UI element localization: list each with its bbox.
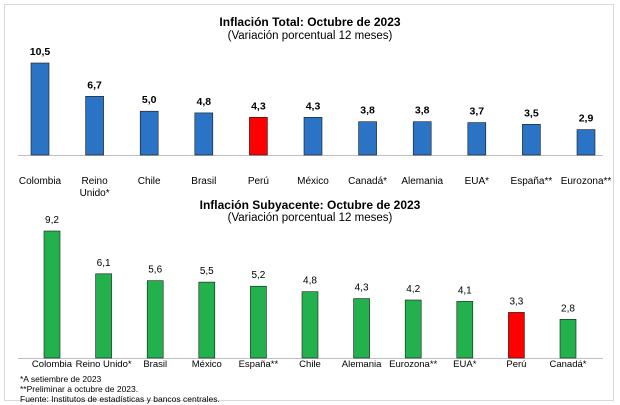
c1-category-label-6: México <box>297 176 329 187</box>
c1-value-label-3: 5,0 <box>142 94 157 106</box>
c2-value-label-2: 6,1 <box>97 258 111 269</box>
c1-category-label-7: Canadá* <box>348 176 387 187</box>
c1-category-label-8: Alemania <box>401 176 443 187</box>
c2-bar-10 <box>508 312 525 359</box>
chart-1-subtitle: (Variación porcentual 12 meses) <box>227 30 393 42</box>
c2-bar-7 <box>353 298 370 359</box>
c1-value-label-6: 4,3 <box>306 100 321 112</box>
c1-bar-4 <box>194 112 214 156</box>
c2-value-label-8: 4,2 <box>406 284 420 295</box>
chart-2-subtitle: (Variación porcentual 12 meses) <box>227 212 393 224</box>
c1-bar-5 <box>249 117 268 156</box>
c1-bar-6 <box>303 117 323 156</box>
c2-category-label-5: España** <box>239 359 279 370</box>
c2-value-label-4: 5,5 <box>200 266 214 277</box>
c2-category-label-7: Alemania <box>342 359 382 370</box>
c2-category-label-4: México <box>192 359 222 370</box>
c1-value-label-2: 6,7 <box>87 79 102 91</box>
c2-value-label-10: 3,3 <box>509 296 523 307</box>
c1-value-label-10: 3,5 <box>524 107 539 119</box>
c1-value-label-11: 2,9 <box>579 113 594 125</box>
c2-category-label-3: Brasil <box>143 359 167 370</box>
chart-2-title: Inflación Subyacente: Octubre de 2023 <box>199 198 421 212</box>
c2-bar-11 <box>559 318 577 359</box>
c1-bar-11 <box>576 129 596 156</box>
c2-value-label-3: 5,6 <box>148 265 162 276</box>
c1-value-label-8: 3,8 <box>415 105 430 117</box>
c2-category-label-6: Chile <box>299 359 321 370</box>
c1-value-label-7: 3,8 <box>360 105 375 117</box>
c2-value-label-9: 4,1 <box>458 285 472 296</box>
c2-bar-5 <box>250 285 267 359</box>
c1-category-label-2-line-2: Unido* <box>80 188 110 199</box>
c2-category-label-10: Perú <box>506 359 526 370</box>
c1-category-label-9: EUA* <box>465 176 490 187</box>
c2-bar-9 <box>456 301 474 359</box>
c1-category-label-5: Perú <box>248 176 269 187</box>
c1-category-label-3: Chile <box>138 176 161 187</box>
c1-bar-8 <box>412 121 432 156</box>
c2-bar-2 <box>95 273 112 359</box>
c2-value-label-6: 4,8 <box>303 276 317 287</box>
c2-bar-6 <box>301 291 319 359</box>
c2-bar-4 <box>198 281 216 359</box>
footnote-1: *A setiembre de 2023 <box>20 374 102 384</box>
c2-bar-8 <box>404 299 422 359</box>
c1-bar-2 <box>85 96 104 156</box>
footnote-2: **Preliminar a octubre de 2023. <box>20 384 139 394</box>
chart-1-title: Inflación Total: Octubre de 2023 <box>219 15 401 29</box>
c2-value-label-5: 5,2 <box>251 270 265 281</box>
chart-2-core-inflation: 9,2 Colombia 6,1 Reino Unido* 5,6 Brasil 5,5 Mé… <box>18 215 603 370</box>
c1-bar-7 <box>358 121 377 156</box>
c2-bar-3 <box>146 280 164 359</box>
c2-category-label-2: Reino Unido* <box>76 359 132 370</box>
c2-category-label-8: Eurozona** <box>389 359 437 370</box>
c1-category-label-2-line-1: Reino <box>82 176 109 187</box>
c1-category-label-4: Brasil <box>191 176 216 187</box>
c1-bar-1 <box>30 62 50 156</box>
c2-value-label-1: 9,2 <box>45 215 59 226</box>
c1-bar-10 <box>522 124 541 156</box>
footnotes: *A setiembre de 2023 **Preliminar a octu… <box>20 374 220 404</box>
c2-category-label-1: Colombia <box>32 359 73 370</box>
c1-value-label-1: 10,5 <box>30 46 51 58</box>
c2-category-label-9: EUA* <box>453 359 477 370</box>
figure-frame <box>4 4 614 401</box>
c2-category-label-11: Canadá* <box>550 359 587 370</box>
c1-category-label-1: Colombia <box>19 176 62 187</box>
c2-value-label-7: 4,3 <box>355 283 369 294</box>
c1-category-label-10: España** <box>511 176 553 187</box>
c1-bar-3 <box>139 110 159 156</box>
c1-value-label-9: 3,7 <box>469 106 484 118</box>
c1-value-label-4: 4,8 <box>196 96 211 108</box>
c1-value-label-5: 4,3 <box>251 100 266 112</box>
c1-category-label-11: Eurozona** <box>561 176 612 187</box>
footnote-3: Fuente: Institutos de estadísticas y ban… <box>20 394 220 404</box>
c2-value-label-11: 2,8 <box>561 303 575 314</box>
c2-bar-1 <box>43 230 61 359</box>
c1-bar-9 <box>467 122 487 156</box>
